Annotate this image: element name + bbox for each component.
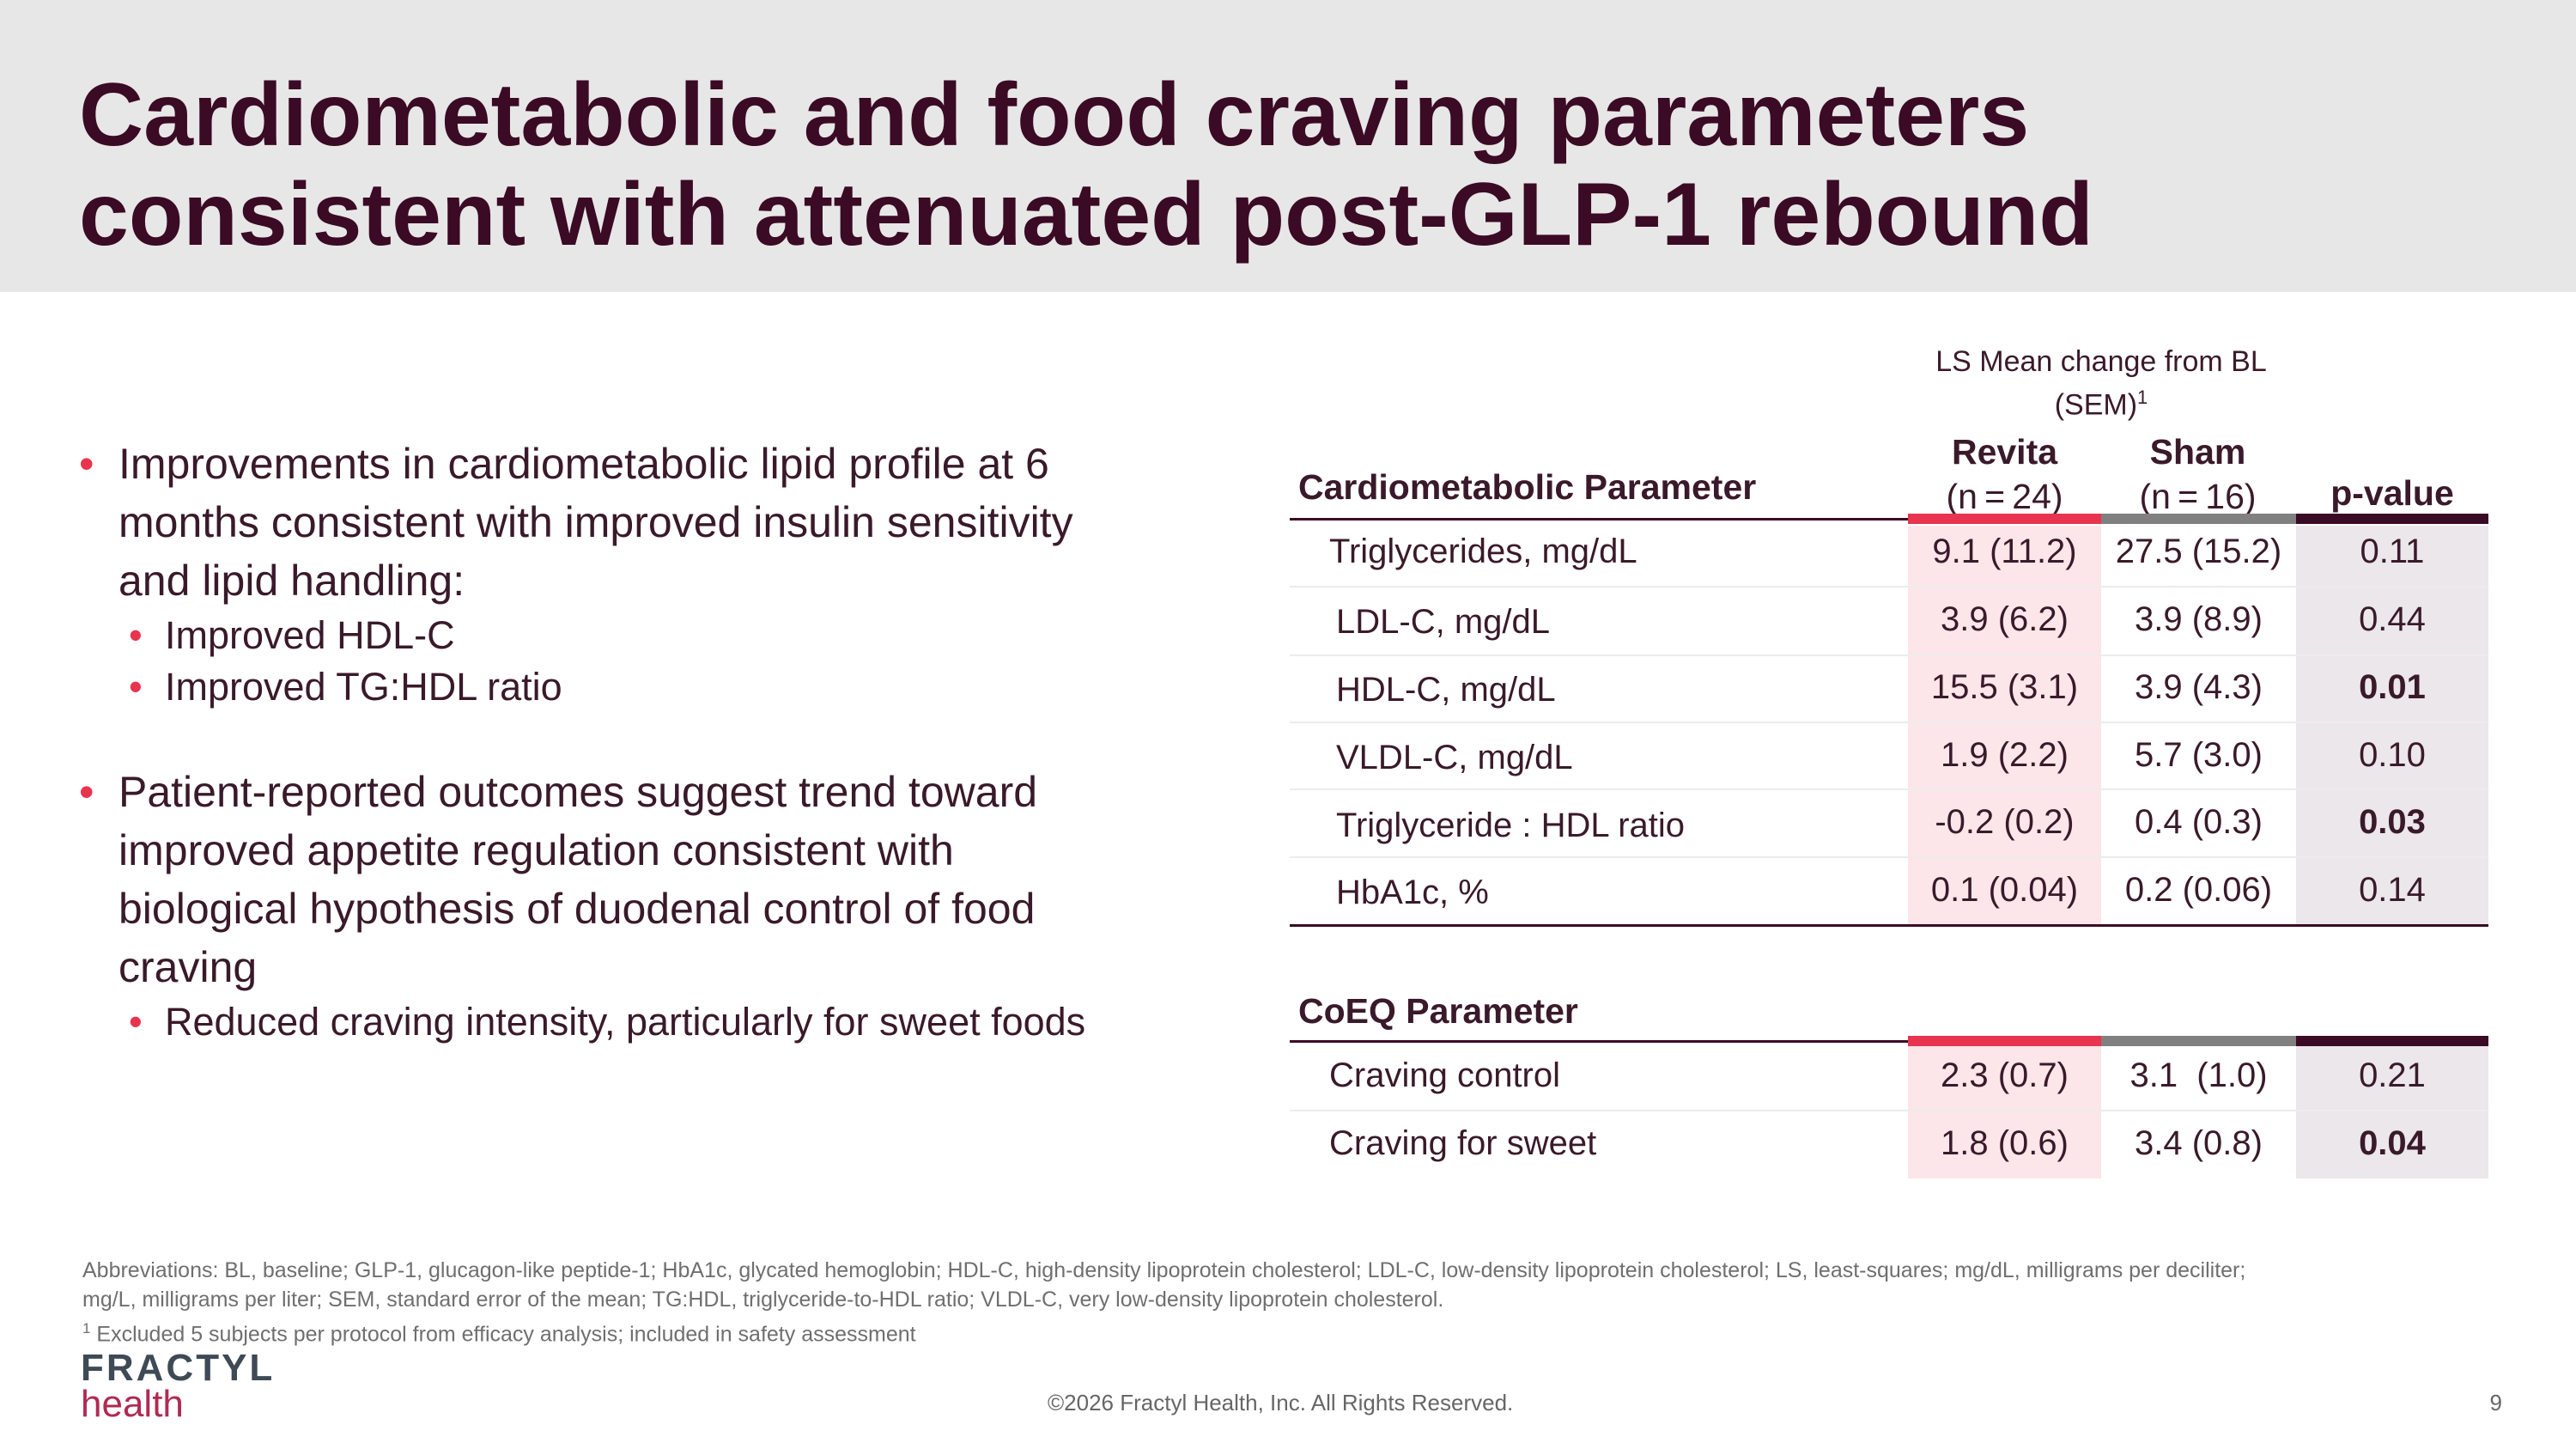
row-separator (1290, 654, 2488, 656)
param-cell: HbA1c, % (1336, 874, 1489, 911)
pvalue-cell: 0.11 (2360, 533, 2425, 570)
footnote-text: Excluded 5 subjects per protocol from ef… (90, 1322, 916, 1347)
bullet-text-line: months consistent with improved insulin … (118, 498, 1073, 546)
pvalue-column-shade-coeq (2296, 1046, 2488, 1178)
sham-cell: 0.4 (0.3) (2135, 803, 2263, 841)
param-cell: Triglycerides, mg/dL (1329, 533, 1637, 570)
revita-cell: 3.9 (6.2) (1941, 600, 2069, 638)
pvalue-cell: 0.10 (2359, 736, 2426, 774)
revita-cell: 0.1 (0.04) (1930, 871, 2079, 909)
table-bottom-rule (1290, 924, 2488, 927)
bullet-text-line: and lipid handling: (118, 557, 465, 605)
group-header: LS Mean change from BL (SEM)1 (1908, 344, 2294, 423)
param-cell: Craving control (1329, 1056, 1561, 1094)
sub-bullet-craving: Reduced craving intensity, particularly … (79, 996, 1230, 1048)
revita-color-bar (1908, 1036, 2101, 1046)
page-title: Cardiometabolic and food craving paramet… (79, 65, 2312, 265)
sham-cell: 3.9 (4.3) (2135, 668, 2263, 706)
sham-cell: 0.2 (0.06) (2124, 871, 2273, 909)
fractyl-logo-health: health (81, 1383, 184, 1425)
row-separator (1290, 856, 2488, 858)
revita-cell: 2.3 (0.7) (1941, 1056, 2069, 1094)
bullet-text-line: improved appetite regulation consistent … (118, 826, 954, 874)
group-header-line: (SEM) (2054, 388, 2138, 422)
revita-cell: 9.1 (11.2) (1932, 533, 2077, 570)
param-cell: VLDL-C, mg/dL (1336, 739, 1573, 776)
revita-n: (n = 24) (1946, 477, 2063, 516)
sham-cell: 3.9 (8.9) (2135, 600, 2263, 638)
footnote-1: 1 Excluded 5 subjects per protocol from … (82, 1314, 2504, 1349)
row-separator (1290, 1110, 2488, 1111)
sub-bullet-tg-hdl: Improved TG:HDL ratio (79, 661, 1230, 713)
pvalue-header: p-value (2330, 473, 2454, 513)
sham-n: (n = 16) (2139, 477, 2257, 516)
pvalue-cell: 0.04 (2359, 1124, 2426, 1162)
pvalue-cell: 0.21 (2359, 1056, 2426, 1094)
revita-label: Revita (1951, 432, 2058, 472)
param-cell: LDL-C, mg/dL (1336, 603, 1550, 641)
param-cell: HDL-C, mg/dL (1336, 671, 1556, 709)
sham-header: Sham (n = 16) (2101, 429, 2294, 519)
bullet-text-line: Patient-reported outcomes suggest trend … (118, 768, 1038, 816)
param-cell: Craving for sweet (1329, 1124, 1597, 1162)
title-line-1: Cardiometabolic and food craving paramet… (79, 65, 2030, 165)
param-cell: Triglyceride : HDL ratio (1336, 807, 1686, 844)
title-line-2: consistent with attenuated post-GLP-1 re… (79, 165, 2093, 265)
bullet-list: Improvements in cardiometabolic lipid pr… (79, 435, 1230, 1048)
pvalue-column-shade (2296, 526, 2488, 926)
sham-label: Sham (2149, 432, 2246, 472)
pvalue-color-bar (2296, 1036, 2488, 1046)
pvalue-cell: 0.44 (2359, 600, 2426, 638)
sham-cell: 27.5 (15.2) (2115, 533, 2282, 570)
row-separator (1290, 586, 2488, 588)
revita-cell: 1.9 (2.2) (1941, 736, 2069, 774)
results-table: LS Mean change from BL (SEM)1 Cardiometa… (1290, 0, 2488, 1202)
pvalue-color-bar (2296, 514, 2488, 524)
revita-cell: 1.8 (0.6) (1941, 1124, 2069, 1162)
fractyl-logo-wordmark: FRACTYL (81, 1347, 276, 1389)
pvalue-cell: 0.01 (2359, 668, 2426, 706)
page-number: 9 (2489, 1390, 2502, 1416)
revita-column-shade (1908, 526, 2101, 926)
abbreviations-line: Abbreviations: BL, baseline; GLP-1, gluc… (82, 1258, 2246, 1282)
header-rule (1290, 518, 2488, 521)
sham-color-bar (2101, 514, 2296, 524)
footnote-marker: 1 (2137, 387, 2148, 408)
pvalue-cell: 0.03 (2359, 803, 2426, 841)
sham-cell: 3.4 (0.8) (2135, 1124, 2263, 1162)
bullet-text-line: Improvements in cardiometabolic lipid pr… (118, 440, 1049, 488)
revita-color-bar (1908, 514, 2101, 524)
sham-color-bar (2101, 1036, 2296, 1046)
revita-column-shade-coeq (1908, 1046, 2101, 1178)
cardiometabolic-header: Cardiometabolic Parameter (1298, 467, 1757, 507)
sham-cell: 3.1 (1.0) (2129, 1056, 2268, 1094)
bullet-text-line: craving (118, 943, 258, 991)
sub-bullet-hdl: Improved HDL-C (79, 610, 1230, 661)
pvalue-cell: 0.14 (2359, 871, 2426, 909)
sham-cell: 5.7 (3.0) (2135, 736, 2263, 774)
footnote-marker: 1 (82, 1320, 91, 1336)
coeq-header-rule (1290, 1040, 2488, 1043)
group-header-line: LS Mean change from BL (1935, 345, 2267, 378)
revita-cell: 15.5 (3.1) (1930, 668, 2079, 706)
bullet-patient-reported: Patient-reported outcomes suggest trend … (79, 763, 1230, 996)
row-separator (1290, 788, 2488, 790)
abbreviations-line: mg/L, milligrams per liter; SEM, standar… (82, 1288, 1444, 1312)
bullet-lipid-profile: Improvements in cardiometabolic lipid pr… (79, 435, 1230, 610)
footnotes: Abbreviations: BL, baseline; GLP-1, gluc… (82, 1256, 2504, 1349)
revita-cell: -0.2 (0.2) (1935, 803, 2075, 841)
copyright: ©2026 Fractyl Health, Inc. All Rights Re… (1048, 1390, 1514, 1416)
row-separator (1290, 721, 2488, 723)
title-band (0, 0, 2576, 292)
revita-header: Revita (n = 24) (1908, 429, 2101, 519)
coeq-header: CoEQ Parameter (1298, 991, 1578, 1031)
bullet-text-line: biological hypothesis of duodenal contro… (118, 885, 1036, 933)
